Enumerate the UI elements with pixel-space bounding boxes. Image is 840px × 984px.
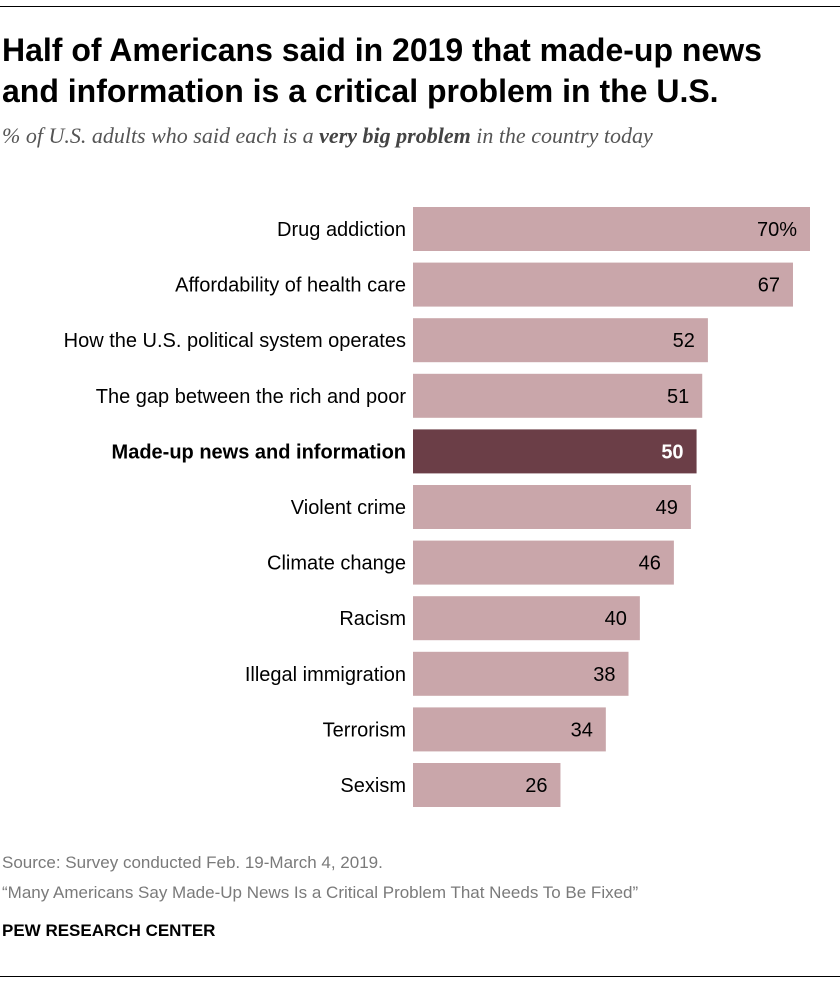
- source-note: Source: Survey conducted Feb. 19-March 4…: [2, 853, 383, 872]
- subtitle-pre: % of U.S. adults who said each is a: [2, 123, 320, 148]
- bar-8: [413, 651, 629, 696]
- value-label: 52: [673, 330, 695, 352]
- chart-subtitle: % of U.S. adults who said each is a very…: [2, 123, 838, 149]
- report-title: “Many Americans Say Made-Up News Is a Cr…: [2, 883, 639, 902]
- category-label: Made-up news and information: [112, 441, 406, 463]
- category-label: Violent crime: [291, 497, 406, 519]
- value-label: 46: [639, 553, 661, 575]
- bar-6: [413, 540, 674, 585]
- bar-2: [413, 318, 708, 363]
- bar-9: [413, 707, 606, 752]
- chart-title: Half of Americans said in 2019 that made…: [2, 32, 762, 109]
- value-label: 38: [593, 664, 615, 686]
- category-label: Racism: [339, 608, 406, 630]
- bar-0: [413, 207, 810, 251]
- top-rule: [0, 6, 840, 7]
- category-label: Illegal immigration: [245, 664, 406, 686]
- category-label: Sexism: [340, 775, 406, 797]
- bottom-rule: [0, 976, 840, 977]
- subtitle-post: in the country today: [470, 123, 653, 148]
- category-label: Terrorism: [323, 719, 406, 741]
- bar-7: [413, 596, 640, 641]
- subtitle-emphasis: very big problem: [319, 123, 471, 148]
- value-label: 34: [571, 719, 593, 741]
- bar-chart: Drug addiction 70% Affordability of health…: [64, 207, 810, 807]
- value-label: 49: [656, 497, 678, 519]
- category-label: Drug addiction: [277, 219, 406, 241]
- category-label: Climate change: [267, 553, 406, 575]
- value-label: 67: [758, 275, 780, 297]
- bar-1: [413, 262, 793, 307]
- brand-logo-text: PEW RESEARCH CENTER: [2, 921, 216, 940]
- category-label: The gap between the rich and poor: [96, 386, 407, 408]
- bar-10: [413, 763, 561, 807]
- bar-3: [413, 373, 703, 418]
- value-label: 70%: [757, 219, 797, 241]
- value-label: 51: [667, 386, 689, 408]
- category-label: How the U.S. political system operates: [64, 330, 406, 352]
- bar-5: [413, 485, 691, 529]
- value-label: 50: [661, 441, 683, 463]
- value-label: 40: [605, 608, 627, 630]
- bar-4: [413, 429, 697, 474]
- category-label: Affordability of health care: [175, 275, 406, 297]
- value-label: 26: [525, 775, 547, 797]
